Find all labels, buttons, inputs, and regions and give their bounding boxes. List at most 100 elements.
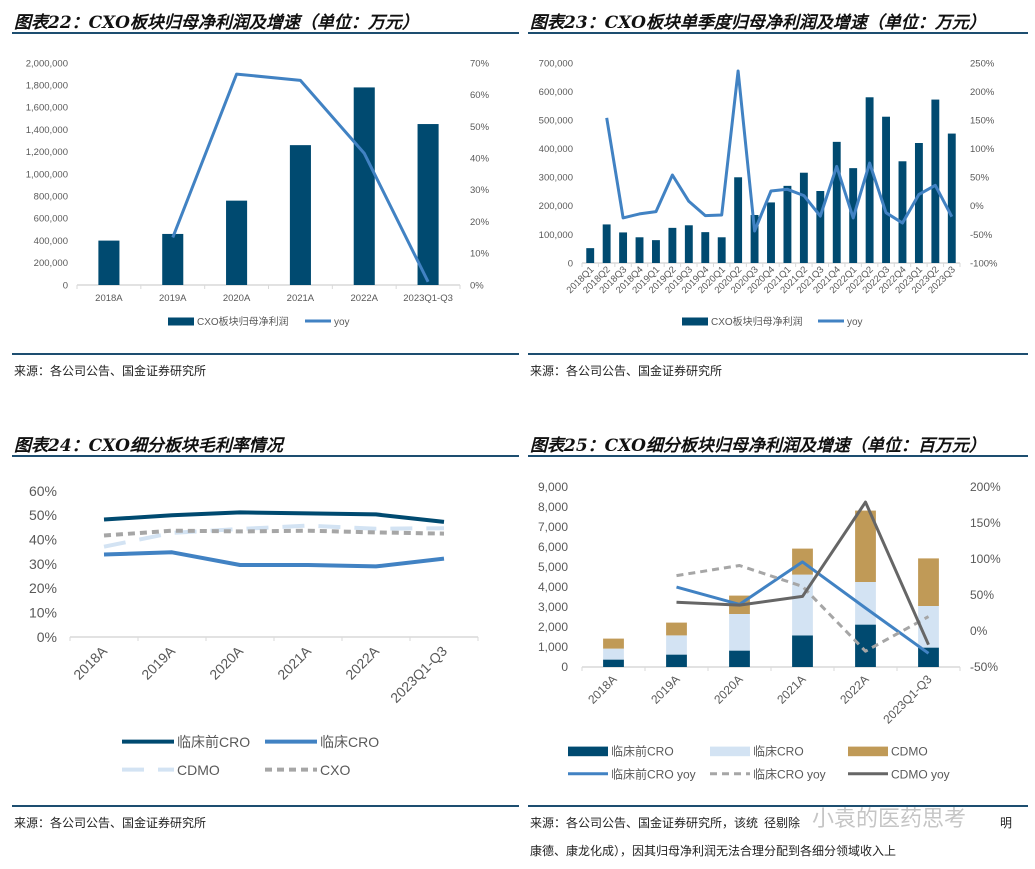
right-axis-tick-label: 100% [970, 552, 1001, 566]
left-axis-tick-label: 400,000 [539, 144, 573, 155]
left-axis-tick-label: 800,000 [34, 192, 68, 203]
bar-临床前CRO [855, 624, 876, 667]
legend-label: yoy [847, 317, 863, 328]
title-rule [12, 32, 519, 34]
legend-swatch-临床前CRO [568, 746, 608, 757]
left-axis-tick-label: 0% [37, 629, 57, 645]
bar-CDMO [666, 622, 687, 636]
bar-CDMO [918, 558, 939, 606]
bar-CXO板块归母净利润 [816, 191, 825, 263]
left-axis-tick-label: 600,000 [539, 87, 573, 98]
category-label: 2022A [837, 672, 871, 706]
left-axis-tick-label: 50% [29, 507, 57, 523]
line-临床前CRO [103, 510, 445, 524]
bar-CXO板块归母净利润 [734, 177, 743, 263]
line-CXO [103, 528, 445, 538]
right-axis-tick-label: 200% [970, 480, 1001, 494]
bar-CXO板块归母净利润 [865, 97, 874, 264]
left-axis-tick-label: 60% [29, 483, 57, 499]
bar-CXO板块归母净利润 [947, 133, 956, 263]
left-axis-tick-label: 0 [63, 280, 68, 291]
left-axis-tick-label: 0 [568, 258, 573, 269]
category-label: 2019A [648, 672, 682, 706]
right-axis-tick-label: 0% [970, 201, 984, 212]
bar-CXO板块归母净利润 [750, 215, 759, 263]
legend-label: 临床前CRO [177, 734, 250, 750]
right-axis-tick-label: 50% [970, 588, 994, 602]
bar-CXO板块归母净利润 [898, 161, 907, 263]
bar-临床CRO [603, 648, 624, 660]
bar-临床前CRO [918, 647, 939, 667]
left-axis-tick-label: 200,000 [539, 201, 573, 212]
left-axis-tick-label: 4,000 [538, 580, 568, 594]
legend-label: 临床前CRO [611, 744, 674, 759]
left-axis-tick-label: 10% [29, 605, 57, 621]
source-rule [528, 353, 1028, 355]
category-label: 2018A [585, 672, 619, 706]
left-axis-tick-label: 1,000 [538, 640, 568, 654]
right-axis-tick-label: 100% [970, 144, 995, 155]
title-rule [528, 32, 1028, 34]
chart-25-title: 图表25：CXO细分板块归母净利润及增速（单位：百万元） [530, 436, 986, 456]
category-label: 2019A [138, 642, 178, 682]
left-axis-tick-label: 5,000 [538, 560, 568, 574]
bar-CXO板块归母净利润 [619, 232, 628, 263]
bar-CXO板块归母净利润 [701, 232, 710, 263]
left-axis-tick-label: 20% [29, 580, 57, 596]
right-axis-tick-label: 70% [470, 58, 490, 69]
left-axis-tick-label: 100,000 [539, 230, 573, 241]
title-rule [12, 455, 519, 457]
bar-临床CRO [918, 606, 939, 648]
bar-CXO板块归母净利润 [684, 225, 693, 263]
bar-CXO板块归母净利润 [586, 248, 595, 263]
right-axis-tick-label: 250% [970, 58, 995, 69]
right-axis-tick-label: 0% [970, 624, 988, 638]
left-axis-tick-label: 200,000 [34, 258, 68, 269]
bar-CDMO [603, 638, 624, 649]
bar-CDMO [855, 510, 876, 582]
right-axis-tick-label: -50% [970, 660, 998, 674]
right-axis-tick-label: 50% [470, 122, 490, 133]
category-label: 2021A [287, 293, 315, 304]
left-axis-tick-label: 1,000,000 [26, 169, 68, 180]
watermark: 小袁的医药思考 [812, 807, 967, 832]
legend-label: CDMO yoy [891, 768, 950, 782]
bar-临床CRO [666, 635, 687, 655]
category-label: 2020A [223, 293, 251, 304]
source-text: 来源：各公司公告、国金证券研究所，该统 [530, 816, 759, 830]
left-axis-tick-label: 1,600,000 [26, 103, 68, 114]
line-yoy [605, 69, 954, 233]
category-label: 2023Q1-Q3 [403, 293, 453, 304]
bar-临床前CRO [792, 635, 813, 667]
left-axis-tick-label: 30% [29, 556, 57, 572]
left-axis-tick-label: 8,000 [538, 500, 568, 514]
left-axis-tick-label: 400,000 [34, 236, 68, 247]
right-axis-tick-label: 10% [470, 249, 490, 260]
legend-swatch-CXO板块归母净利润 [168, 317, 194, 326]
category-label: 2020A [711, 672, 745, 706]
right-axis-tick-label: 60% [470, 90, 490, 101]
bar-CXO板块归母净利润 [914, 143, 923, 263]
source-rule [12, 805, 519, 807]
legend-label: 临床前CRO yoy [611, 767, 696, 782]
legend-label: yoy [334, 317, 350, 328]
bar-CXO板块归母净利润 [635, 237, 644, 263]
left-axis-tick-label: 2,000 [538, 620, 568, 634]
right-axis-tick-label: -100% [970, 258, 998, 269]
bar-CXO板块归母净利润 [767, 202, 775, 263]
left-axis-tick-label: 1,200,000 [26, 147, 68, 158]
chart-22-title: 图表22：CXO板块归母净利润及增速（单位：万元） [14, 13, 419, 33]
bar-CXO板块归母净利润 [652, 240, 660, 263]
legend-swatch-CXO板块归母净利润 [682, 317, 708, 326]
bar-CXO板块归母净利润 [783, 185, 792, 263]
bar-CXO板块归母净利润 [882, 116, 890, 263]
source-text-partial: 径剔除 [764, 816, 801, 830]
bar-临床CRO [729, 614, 750, 651]
bar-临床CRO [855, 582, 876, 625]
bar-CXO板块归母净利润 [602, 224, 611, 263]
chart-25-source-end: 明 [1000, 816, 1013, 830]
category-label: 2021A [274, 642, 314, 682]
left-axis-tick-label: 600,000 [34, 214, 68, 225]
